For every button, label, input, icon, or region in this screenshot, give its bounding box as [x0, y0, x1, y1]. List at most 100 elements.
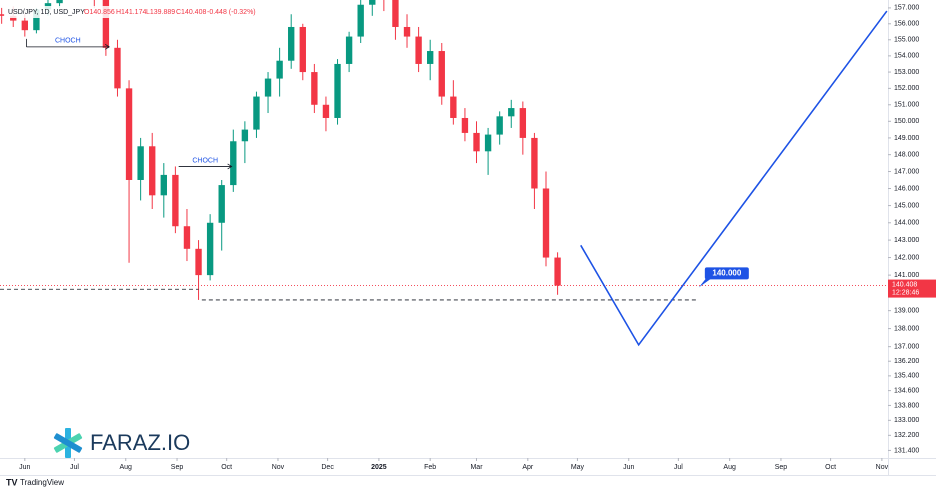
projection-line: [580, 10, 888, 347]
header-bg: [4, 6, 254, 18]
last-price-tag: [888, 279, 936, 298]
candle-body: [206, 222, 214, 276]
candle-body: [195, 248, 202, 276]
y-tick-label: 137.000: [894, 344, 919, 351]
x-tick-label: Aug: [723, 464, 736, 471]
y-tick-label: 133.800: [894, 402, 919, 409]
candle-body: [461, 117, 469, 133]
y-tick-label: 157.000: [894, 5, 919, 12]
candle-body: [369, 0, 376, 5]
candle-body: [241, 129, 249, 142]
candle-body: [496, 116, 503, 135]
ohlc-close: C140.408: [176, 9, 206, 16]
x-tick-label: Oct: [221, 464, 232, 471]
change: -0.448 (-0.32%): [207, 9, 256, 16]
x-tick-label: Feb: [424, 464, 436, 471]
candle-body: [218, 185, 225, 223]
y-tick-label: 154.000: [894, 53, 919, 60]
y-tick-label: 155.000: [894, 37, 919, 44]
candle-body: [484, 134, 492, 152]
last-price-label: 140.408: [892, 281, 917, 288]
candle-body: [230, 141, 237, 186]
choch-label: CHOCH: [192, 157, 218, 164]
y-tick-label: 149.000: [894, 135, 919, 142]
candle-body: [542, 188, 550, 258]
footer: TV TradingView: [6, 477, 64, 487]
candle-body: [322, 104, 330, 118]
ohlc-low: L139.889: [146, 9, 175, 16]
candle-body: [56, 0, 63, 4]
x-tick-label: Aug: [120, 464, 133, 471]
candle-body: [253, 96, 260, 130]
x-tick-label: May: [571, 464, 585, 471]
candle-body: [183, 226, 191, 249]
y-tick-label: 132.200: [894, 432, 919, 439]
y-tick-label: 141.000: [894, 272, 919, 279]
y-tick-label: 156.000: [894, 21, 919, 28]
footer-text: TradingView: [20, 478, 64, 487]
y-tick-label: 134.600: [894, 387, 919, 394]
candle-body: [33, 9, 40, 31]
candle-body: [0, 14, 5, 16]
x-tick-label: Sep: [171, 464, 184, 471]
axes: 157.000 156.000 155.000 154.000 153.000 152.0…: [19, 5, 936, 471]
x-tick-label: Jul: [70, 464, 79, 471]
y-tick-label: 135.400: [894, 373, 919, 380]
candle-body: [519, 108, 527, 138]
y-tick-label: 138.000: [894, 325, 919, 332]
candle-body: [160, 174, 167, 196]
candle-body: [473, 132, 480, 152]
candle-body: [10, 15, 17, 21]
x-tick-label: Mar: [470, 464, 483, 471]
watermark-logo: [53, 428, 83, 458]
y-tick-label: 147.000: [894, 168, 919, 175]
candle-body: [149, 146, 156, 196]
candle-body: [438, 51, 445, 97]
y-tick-label: 153.000: [894, 69, 919, 76]
candle-body: [102, 0, 110, 48]
header: USD/JPY, 1D, USD_JPY O140.856 H141.174 L…: [4, 6, 256, 18]
watermark-text: FARAZ.IO: [90, 430, 190, 455]
y-tick-label: 143.000: [894, 237, 919, 244]
candle-body: [531, 137, 538, 189]
symbol: USD/JPY, 1D, USD_JPY: [8, 9, 85, 16]
x-tick-label: Nov: [272, 464, 285, 471]
x-tick-label: Dec: [321, 464, 334, 471]
candle-body: [125, 88, 133, 180]
plot-area: CHOCH CHOCH 140.000: [0, 0, 888, 347]
footer-logo: TV: [6, 477, 18, 487]
candle-body: [426, 51, 434, 64]
candle-body: [21, 20, 29, 31]
ohlc-open: O140.856: [84, 9, 115, 16]
candle-body: [264, 78, 272, 97]
target-label: 140.000: [712, 268, 741, 277]
y-tick-label: 152.000: [894, 85, 919, 92]
x-tick-label: Jun: [623, 464, 634, 471]
y-tick-label: 145.000: [894, 202, 919, 209]
x-tick-label: Jun: [19, 464, 30, 471]
ohlc-high: H141.174: [116, 9, 146, 16]
target-box: [704, 267, 749, 280]
candle-body: [276, 60, 283, 79]
candle-body: [403, 26, 411, 37]
candle-body: [299, 26, 306, 73]
choch-arrowhead: [104, 44, 110, 50]
x-tick-label: Nov: [876, 464, 889, 471]
candle-body: [114, 47, 121, 89]
candle-body: [288, 26, 295, 61]
x-tick-label: Apr: [522, 464, 534, 471]
y-tick-label: 150.000: [894, 118, 919, 125]
choch-label: CHOCH: [55, 38, 81, 45]
y-tick-label: 142.000: [894, 254, 919, 261]
y-tick-label: 139.000: [894, 307, 919, 314]
y-tick-label: 136.200: [894, 358, 919, 365]
candle-body: [508, 108, 515, 117]
y-tick-label: 146.000: [894, 185, 919, 192]
candle-body: [357, 4, 364, 37]
target-pointer: [698, 277, 713, 288]
candle-body: [345, 36, 353, 64]
y-tick-label: 144.000: [894, 220, 919, 227]
candle-body: [554, 257, 561, 286]
x-tick-label: Sep: [775, 464, 788, 471]
